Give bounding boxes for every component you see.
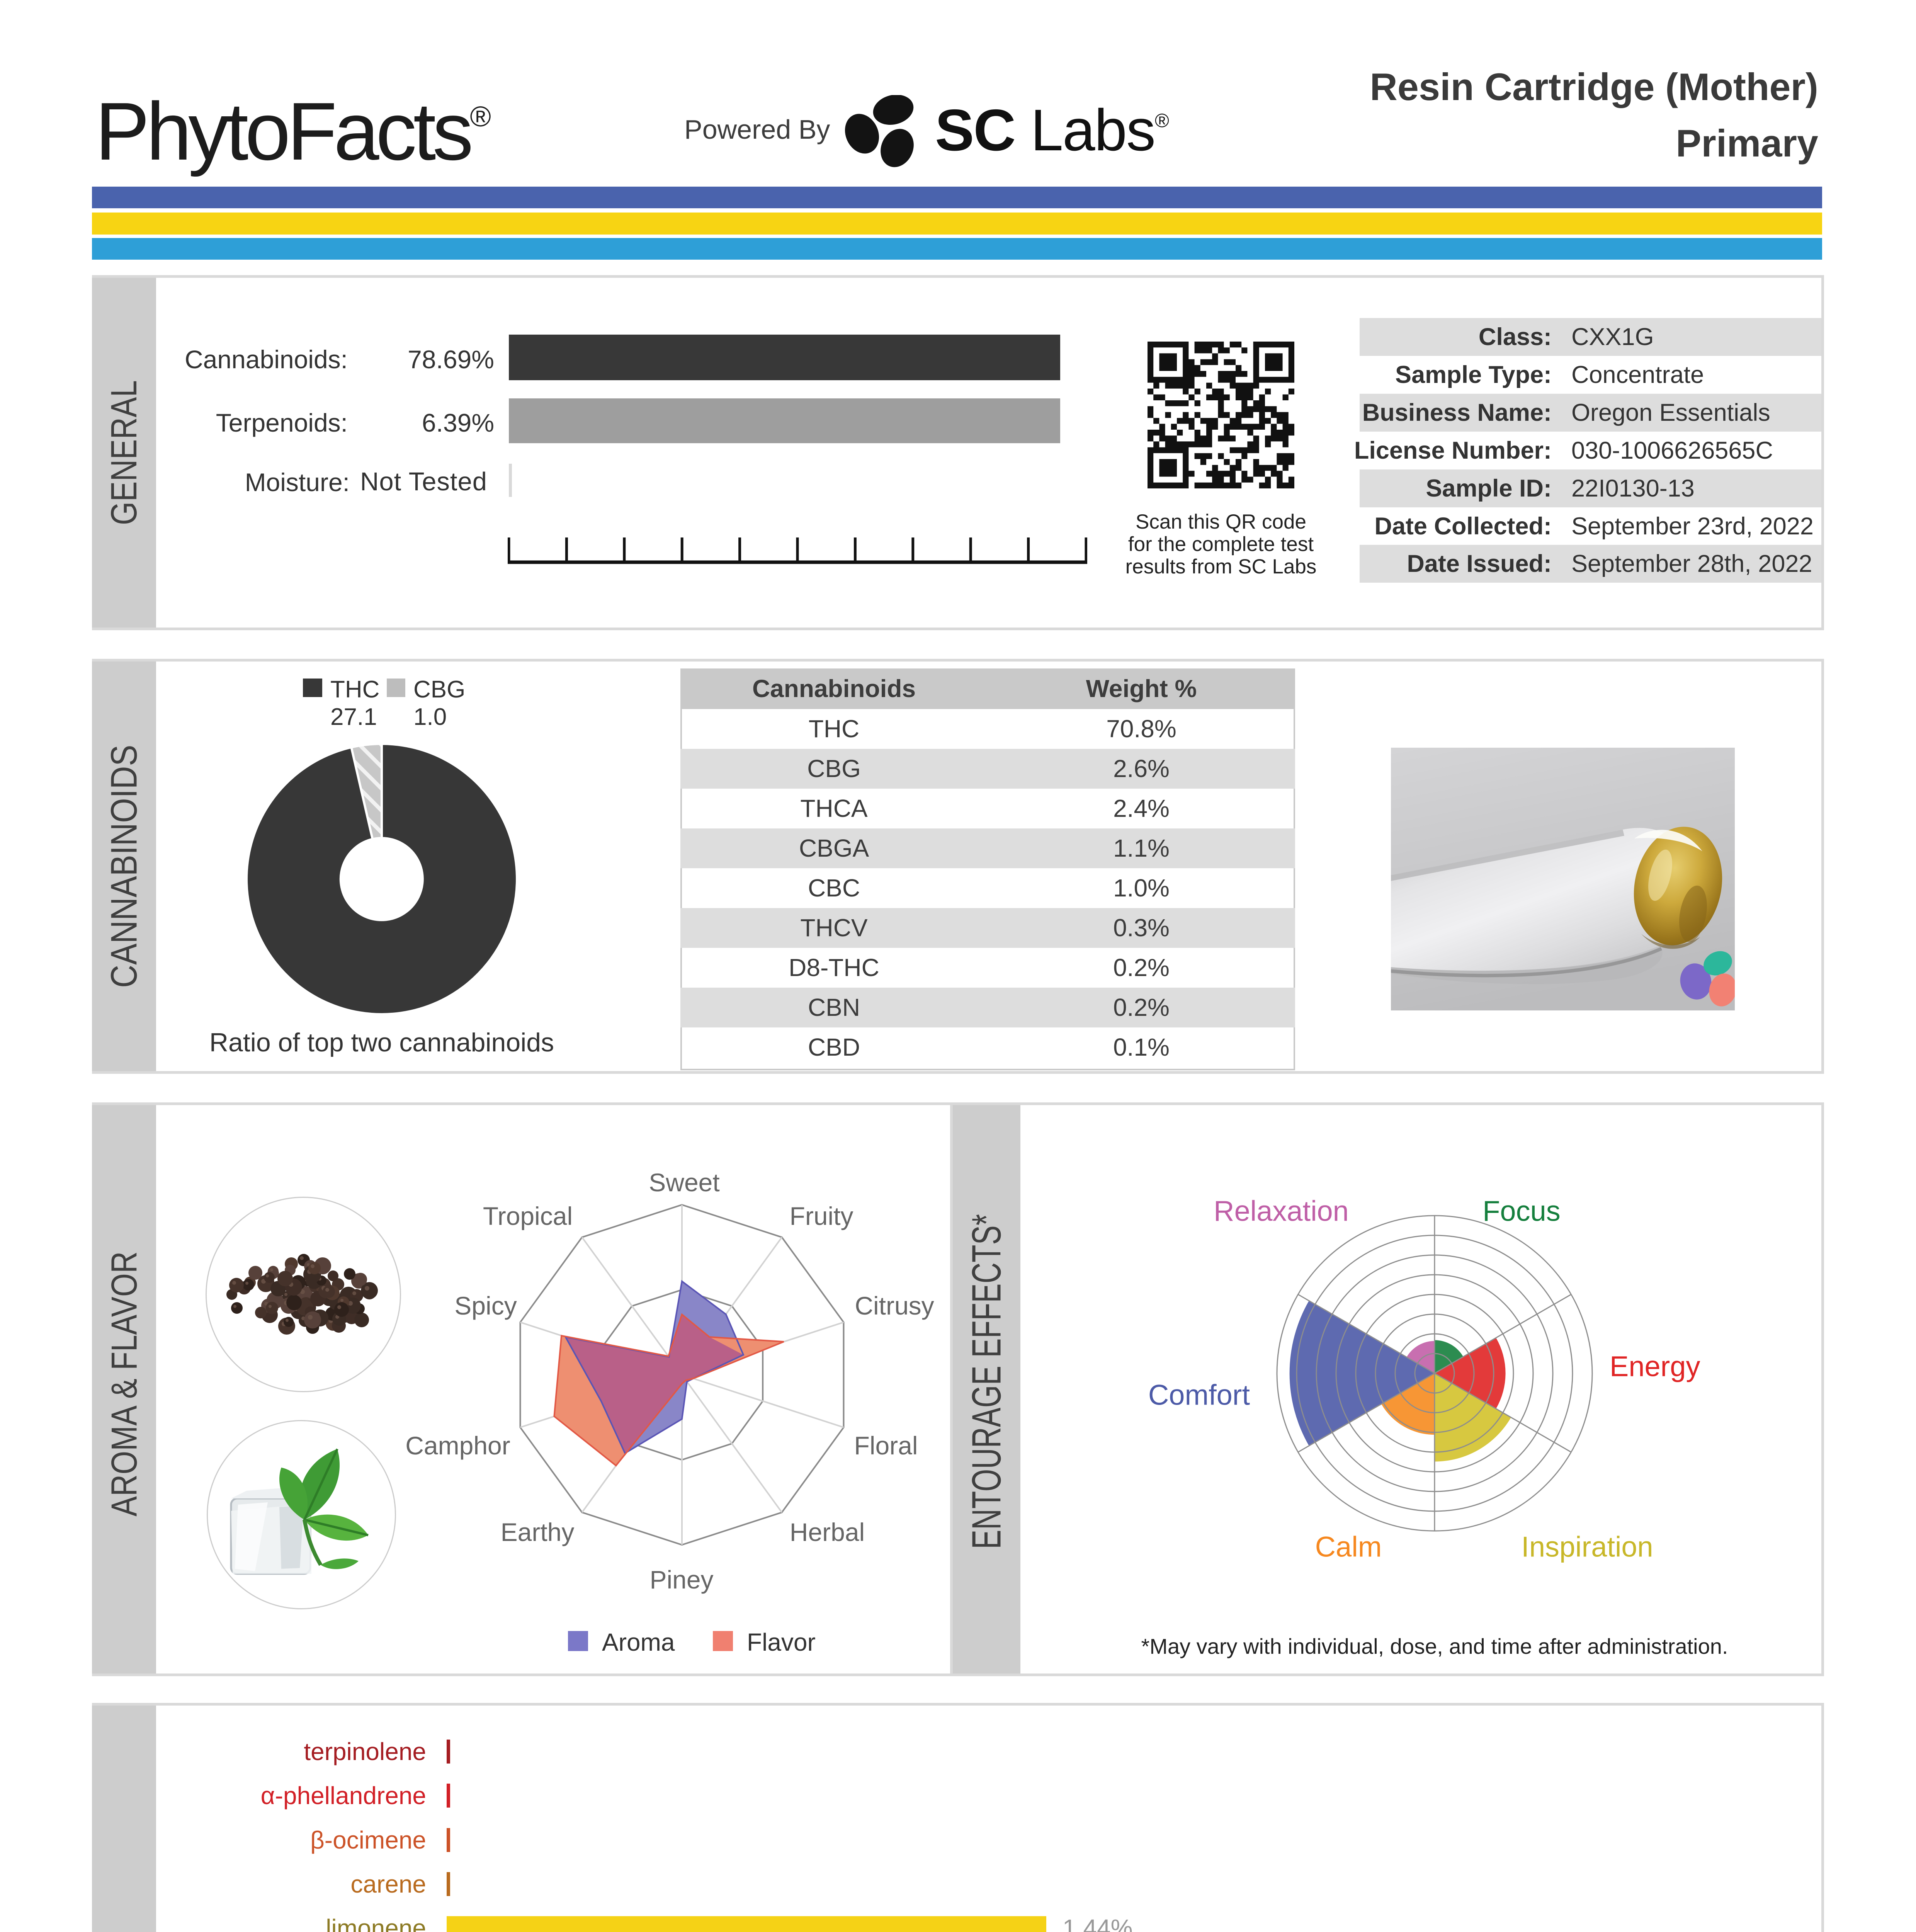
- svg-text:Relaxation: Relaxation: [1214, 1195, 1349, 1227]
- svg-text:CANNABINOIDS: CANNABINOIDS: [104, 745, 145, 988]
- svg-text:Piney: Piney: [649, 1565, 713, 1594]
- svg-text:Sweet: Sweet: [649, 1168, 719, 1197]
- svg-text:Comfort: Comfort: [1148, 1379, 1250, 1411]
- svg-text:Fruity: Fruity: [790, 1202, 853, 1230]
- svg-text:Earthy: Earthy: [501, 1518, 575, 1546]
- svg-text:Focus: Focus: [1482, 1195, 1561, 1227]
- svg-text:Calm: Calm: [1315, 1531, 1382, 1563]
- svg-text:Energy: Energy: [1610, 1350, 1700, 1383]
- svg-text:Inspiration: Inspiration: [1521, 1531, 1653, 1563]
- svg-text:AROMA & FLAVOR: AROMA & FLAVOR: [104, 1252, 145, 1517]
- svg-text:Tropical: Tropical: [483, 1202, 573, 1230]
- svg-text:Spicy: Spicy: [454, 1291, 517, 1320]
- svg-text:Floral: Floral: [854, 1431, 918, 1460]
- svg-text:ENTOURAGE EFFECTS*: ENTOURAGE EFFECTS*: [964, 1214, 1010, 1549]
- svg-text:GENERAL: GENERAL: [104, 380, 145, 525]
- svg-text:Herbal: Herbal: [790, 1518, 865, 1546]
- svg-text:Camphor: Camphor: [405, 1431, 510, 1460]
- svg-text:Citrusy: Citrusy: [855, 1291, 934, 1320]
